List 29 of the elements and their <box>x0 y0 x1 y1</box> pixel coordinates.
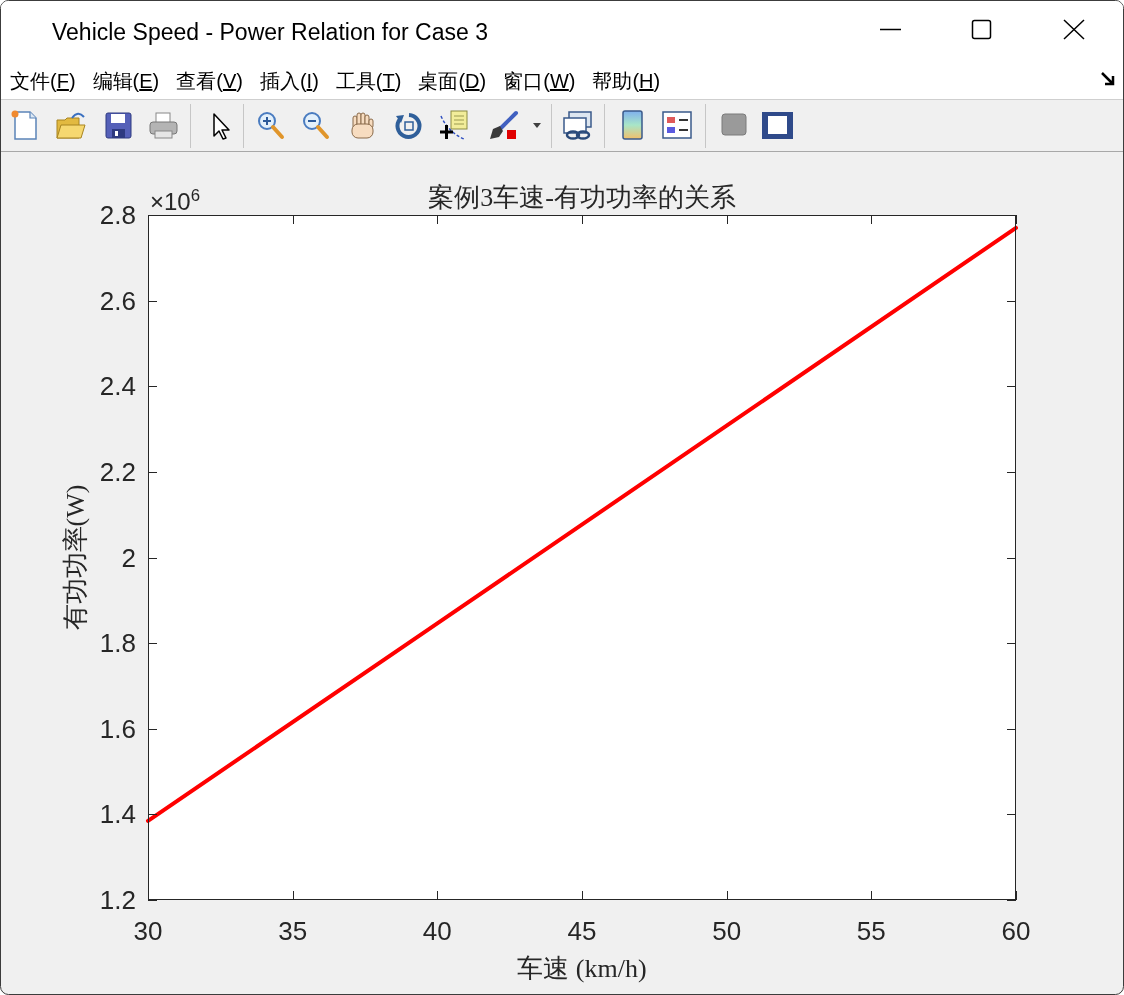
y-tick-label: 2.6 <box>99 285 136 316</box>
x-tick-label: 55 <box>856 916 886 946</box>
menu-item: 查看(V) <box>176 70 243 92</box>
menu-item: 编辑(E) <box>92 70 160 92</box>
menu-item: 插入(I) <box>259 70 319 92</box>
x-tick-label: 60 <box>1001 916 1031 946</box>
menu-item: 文件(F) <box>10 70 76 92</box>
x-axis-title: 车速 (km/h) <box>517 954 647 983</box>
menu-item: 工具(T) <box>335 70 402 92</box>
y-axis-title: 有功功率(W) <box>61 484 90 631</box>
text: ×10$^{6}$ <box>150 185 201 215</box>
window-title: Vehicle Speed - Power Relation for Case 3 <box>52 19 488 45</box>
chart-title: 案例3车速-有功功率的关系 <box>428 183 736 212</box>
menu-item: 桌面(D) <box>418 70 487 92</box>
x-tick-label: 40 <box>422 916 452 946</box>
y-tick-label: 2.4 <box>99 371 136 402</box>
y-tick-label: 1.4 <box>99 799 136 830</box>
y-tick-label: 2.2 <box>99 456 136 487</box>
y-tick-label: 1.8 <box>99 628 136 659</box>
x-tick-label: 30 <box>133 916 163 946</box>
y-tick-label: 2 <box>121 542 136 573</box>
y-tick-label: 2.8 <box>99 200 136 230</box>
x-tick-label: 45 <box>567 916 597 946</box>
menu-item: 帮助(H) <box>592 70 661 92</box>
y-tick-label: 1.2 <box>99 885 136 915</box>
x-tick-label: 50 <box>712 916 742 946</box>
menu-item: 窗口(W) <box>503 70 576 92</box>
y-tick-label: 1.6 <box>99 713 136 744</box>
x-tick-label: 35 <box>278 916 308 946</box>
